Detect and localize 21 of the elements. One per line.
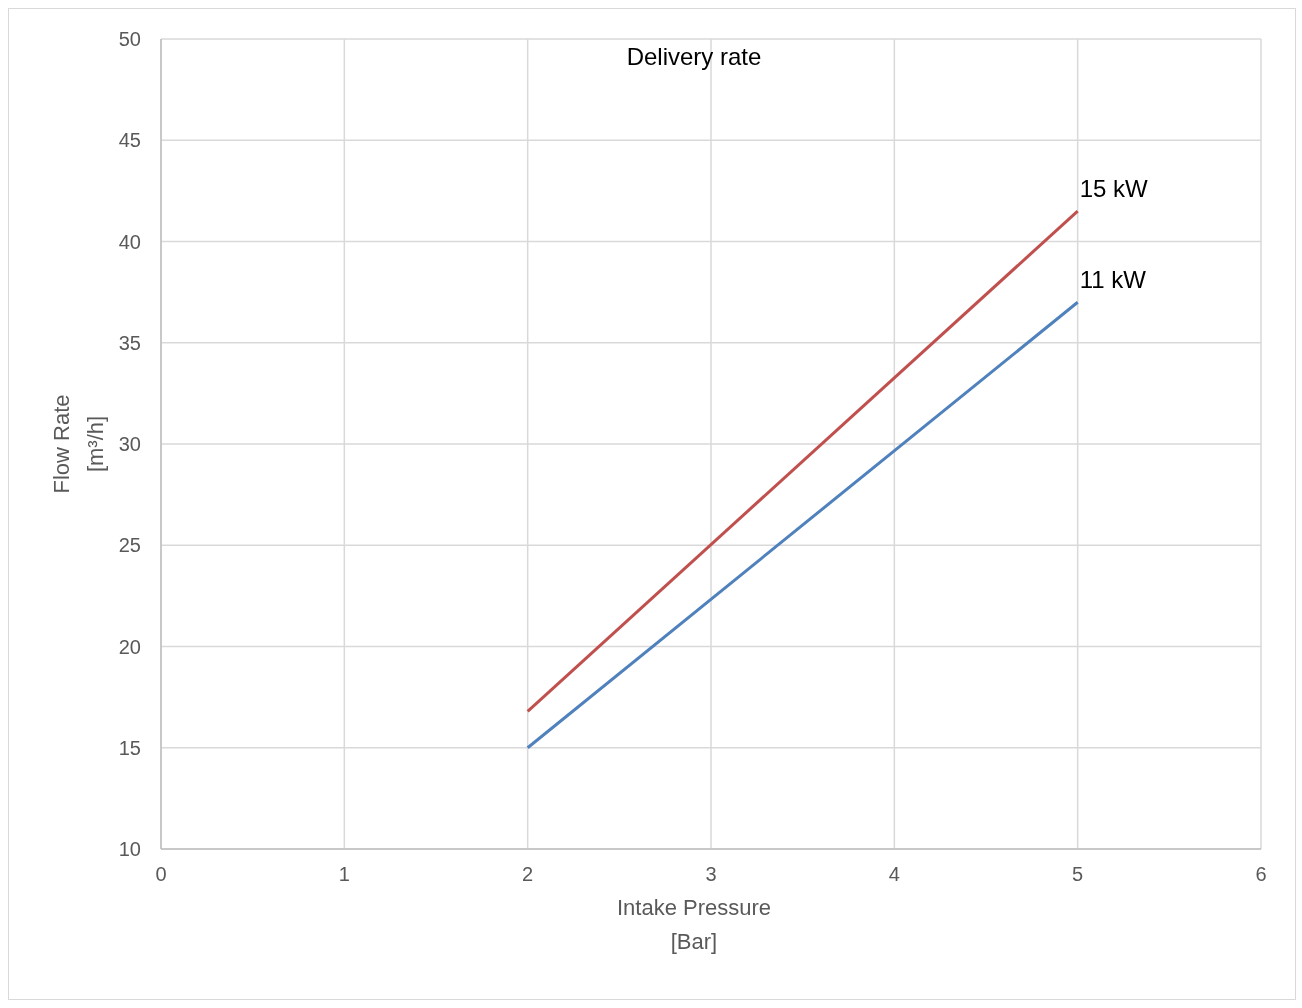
x-tick-label: 4 xyxy=(888,863,900,886)
y-tick-label: 50 xyxy=(118,28,141,51)
y-tick-label: 20 xyxy=(118,635,141,658)
y-tick-label: 10 xyxy=(118,838,141,861)
x-tick-label: 1 xyxy=(338,863,350,886)
x-tick-label: 5 xyxy=(1072,863,1084,886)
x-tick-label: 3 xyxy=(705,863,717,886)
series-label: 11 kW xyxy=(1079,266,1147,294)
y-tick-label: 45 xyxy=(118,129,141,152)
chart-title: Delivery rate xyxy=(626,43,762,71)
y-tick-label: 30 xyxy=(118,433,141,456)
y-tick-label: 35 xyxy=(118,331,141,354)
series-label: 15 kW xyxy=(1079,175,1149,203)
x-tick-label: 2 xyxy=(522,863,534,886)
y-tick-label: 40 xyxy=(118,230,141,253)
y-axis-title: Flow Rate [m³/h] xyxy=(48,394,109,494)
y-tick-label: 15 xyxy=(118,736,141,759)
y-tick-label: 25 xyxy=(118,534,141,557)
x-axis-title: Intake Pressure [Bar] xyxy=(616,894,772,956)
x-tick-label: 6 xyxy=(1255,863,1267,886)
x-tick-label: 0 xyxy=(155,863,167,886)
